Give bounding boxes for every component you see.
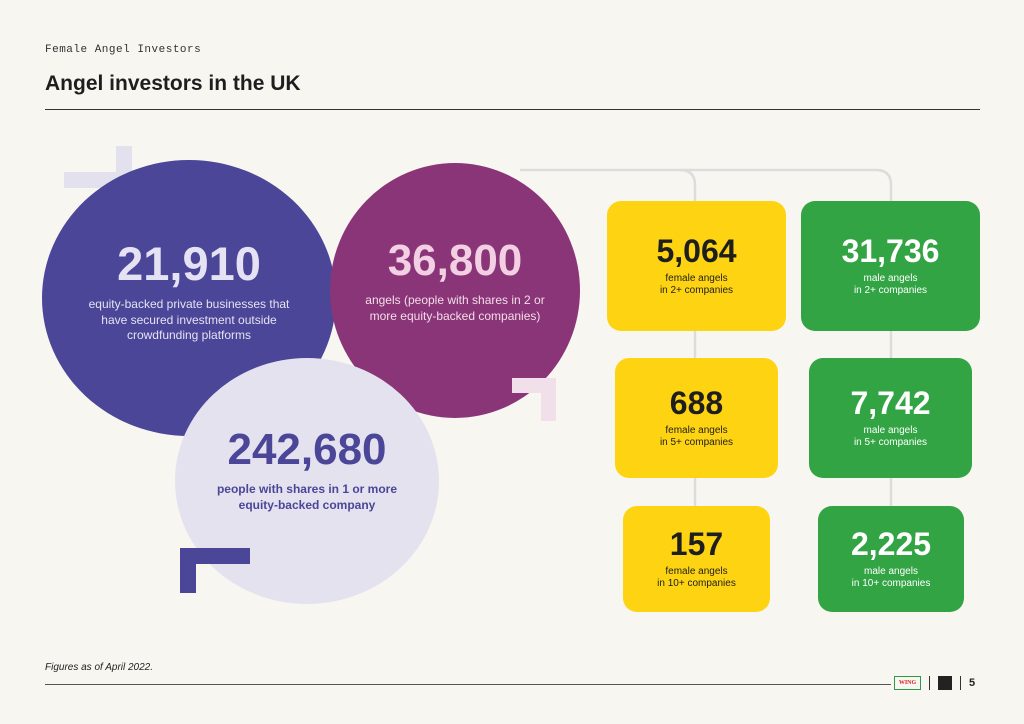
female-5plus-label-1: female angels [665,424,728,436]
female-10plus-label-1: female angels [665,565,728,577]
connector-top [520,168,893,202]
male-10plus-card: 2,225 male angels in 10+ companies [818,506,964,612]
female-10plus-value: 157 [669,525,724,562]
businesses-value: 21,910 [117,237,261,291]
female-2plus-label-2: in 2+ companies [659,285,734,296]
male-2plus-card: 31,736 male angels in 2+ companies [801,201,980,331]
page-separator [960,676,961,690]
bracket-bottom-left [180,548,250,593]
angels-value: 36,800 [387,235,523,285]
logo-separator [929,676,930,690]
wing-logo: WING [894,676,921,690]
section-kicker: Female Angel Investors [45,44,202,56]
angels-desc: angels (people with shares in 2 or more … [365,292,545,323]
people-value: 242,680 [227,425,387,475]
businesses-circle: 21,910 equity-backed private businesses … [42,160,336,436]
connector-female-branch [679,168,697,202]
footer-divider [45,684,891,685]
footer-logos: WING 5 [894,676,975,690]
female-2plus-label-1: female angels [665,272,728,284]
female-2plus-value: 5,064 [656,232,737,269]
bracket-angels [512,378,556,421]
female-10plus-label-2: in 10+ companies [657,578,736,589]
female-5plus-card: 688 female angels in 5+ companies [615,358,778,478]
header-divider [45,109,980,110]
people-circle: 242,680 people with shares in 1 or more … [175,358,439,604]
male-2plus-label-1: male angels [863,272,918,284]
footnote: Figures as of April 2022. [45,662,154,673]
female-5plus-value: 688 [669,384,724,421]
page-title: Angel investors in the UK [45,72,301,95]
female-2plus-card: 5,064 female angels in 2+ companies [607,201,786,331]
male-10plus-value: 2,225 [850,525,932,562]
male-5plus-label-2: in 5+ companies [853,437,928,448]
page-number: 5 [969,677,976,689]
male-5plus-value: 7,742 [850,384,931,421]
female-10plus-card: 157 female angels in 10+ companies [623,506,770,612]
male-2plus-label-2: in 2+ companies [853,285,928,296]
male-2plus-value: 31,736 [841,232,940,269]
male-5plus-label-1: male angels [863,424,918,436]
beauhurst-logo-icon [938,676,952,690]
businesses-desc: equity-backed private businesses that ha… [88,297,290,343]
female-5plus-label-2: in 5+ companies [659,437,734,448]
male-10plus-label-2: in 10+ companies [851,578,931,589]
people-desc: people with shares in 1 or more equity-b… [216,482,398,512]
male-10plus-label-1: male angels [864,565,918,577]
male-5plus-card: 7,742 male angels in 5+ companies [809,358,972,478]
